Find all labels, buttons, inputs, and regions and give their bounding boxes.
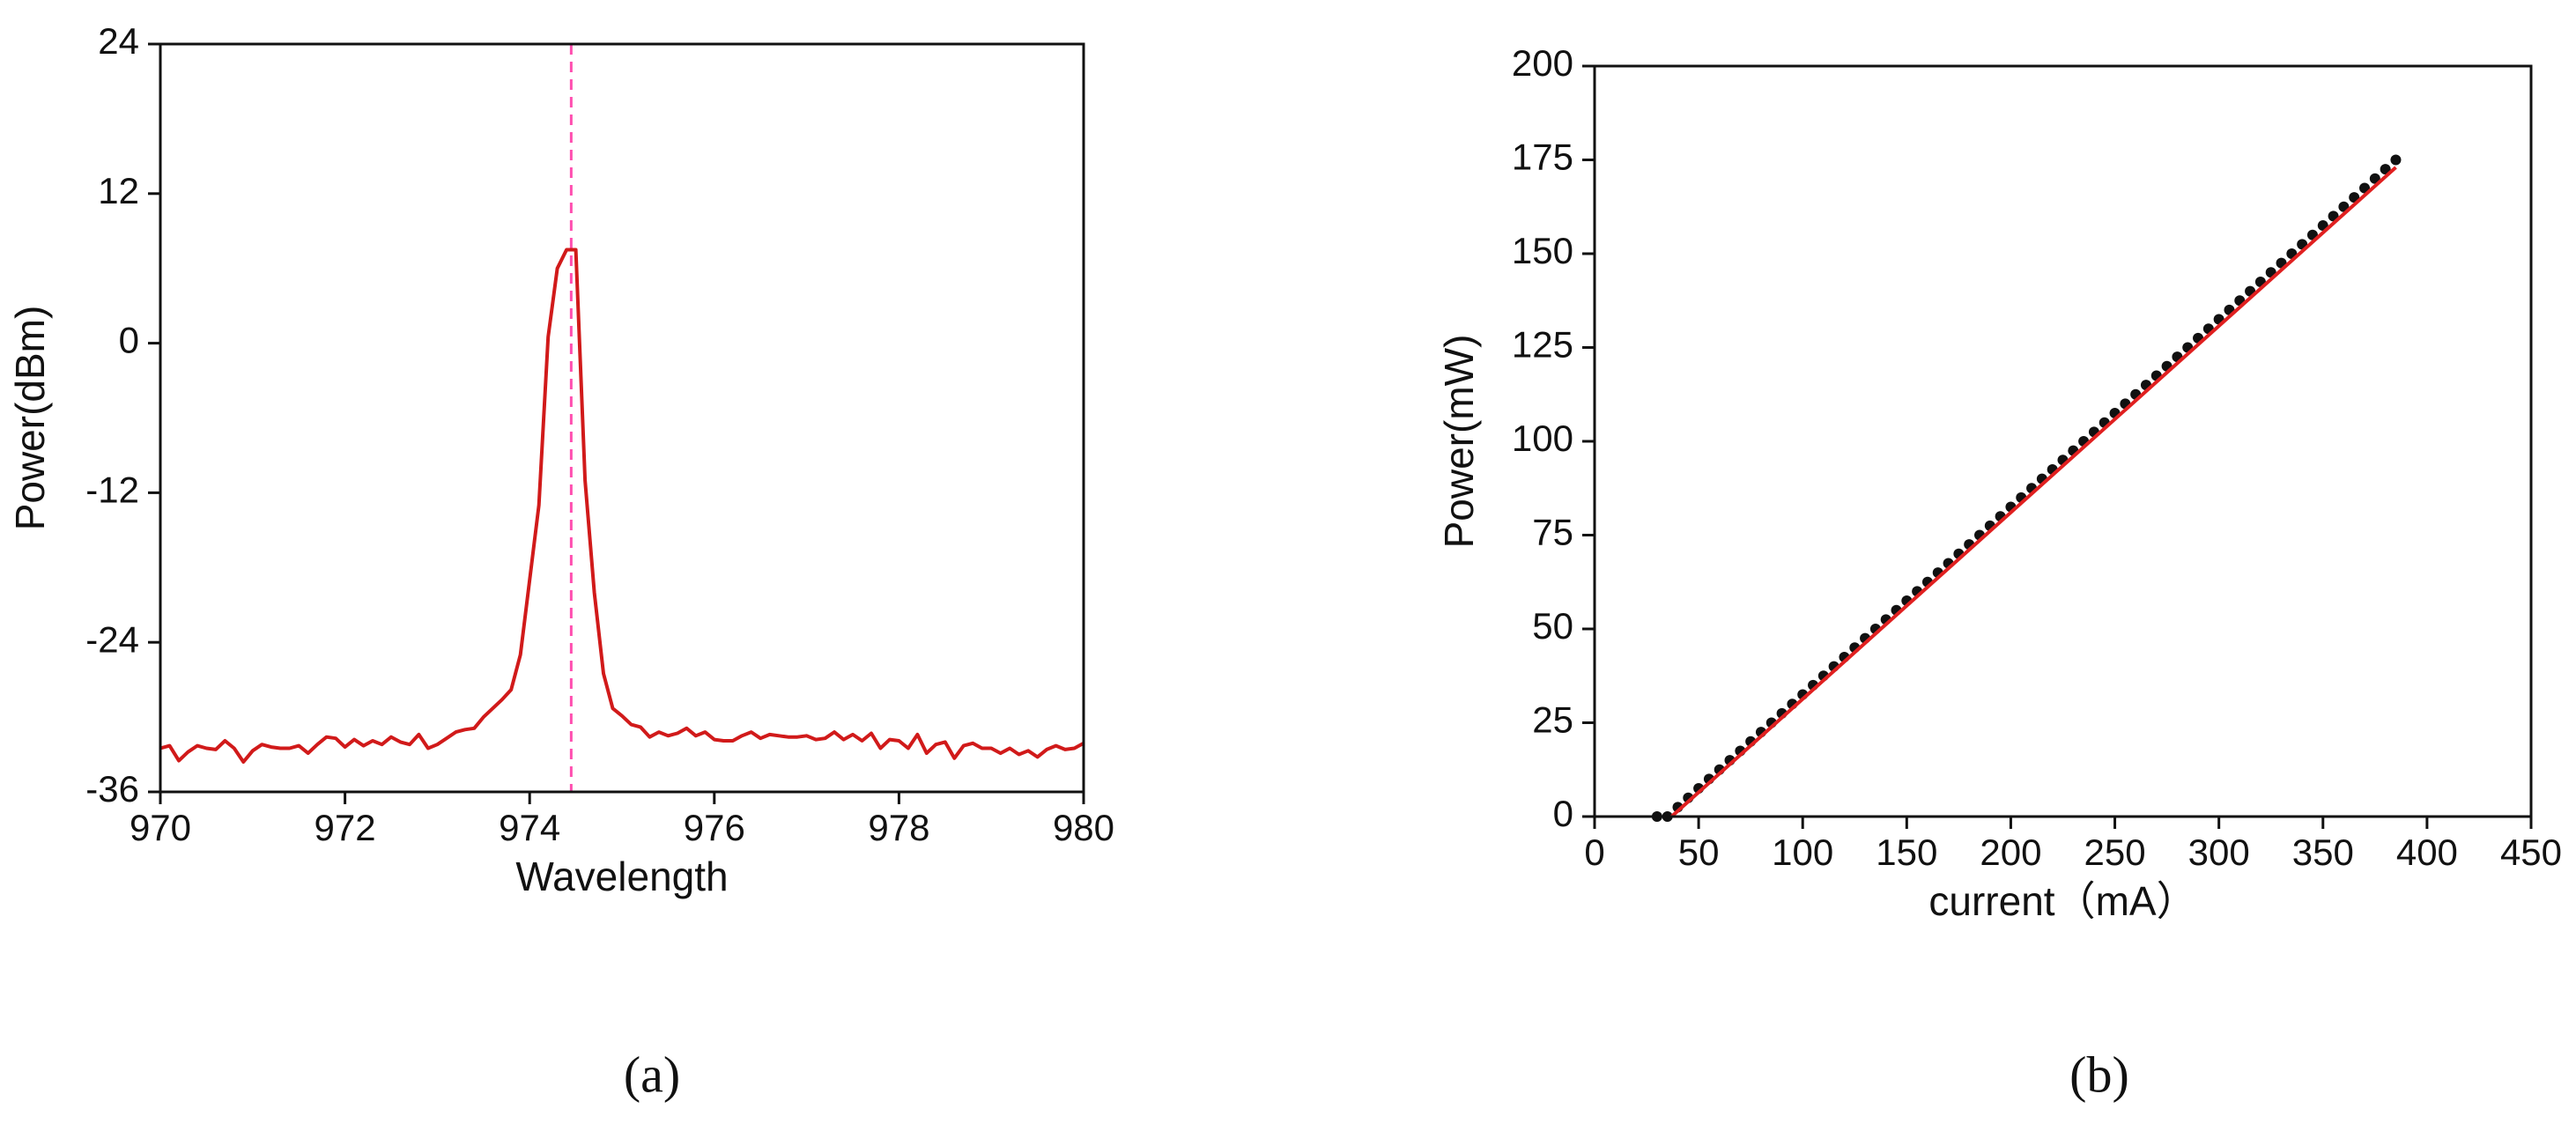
y-tick-label: 0 — [1553, 793, 1573, 834]
data-point — [2390, 154, 2402, 166]
y-tick-label: 75 — [1532, 512, 1573, 553]
x-tick-label: 50 — [1678, 832, 1720, 873]
y-tick-label: 175 — [1512, 137, 1573, 178]
x-tick-label: 100 — [1772, 832, 1833, 873]
x-tick-label: 400 — [2396, 832, 2458, 873]
y-tick-label: 25 — [1532, 699, 1573, 741]
x-tick-label: 350 — [2292, 832, 2354, 873]
x-tick-label: 150 — [1876, 832, 1937, 873]
y-tick-label: 0 — [119, 320, 139, 361]
y-tick-label: -12 — [85, 469, 139, 510]
data-line — [1670, 166, 2397, 818]
x-tick-label: 0 — [1584, 832, 1604, 873]
y-axis-title: Power(dBm) — [7, 306, 53, 531]
data-point — [2380, 164, 2391, 175]
y-tick-label: 100 — [1512, 418, 1573, 459]
x-tick-label: 300 — [2188, 832, 2250, 873]
x-tick-label: 974 — [499, 807, 560, 848]
y-tick-label: 200 — [1512, 42, 1573, 84]
y-axis-title: Power(mW) — [1436, 335, 1482, 549]
chart: 970 972 974 976 978 980 -36 -24 -12 0 12 24 Waveleng… — [7, 20, 1114, 1103]
data-line — [159, 248, 1084, 764]
caption: (b) — [2069, 1046, 2129, 1103]
chart: 0 50 100 150 200 250 300 350 400 450 0 25 50 75 100 125… — [1436, 42, 2562, 1103]
y-tick-label: 24 — [98, 20, 139, 62]
plot-frame — [159, 42, 1085, 794]
y-tick-label: 125 — [1512, 324, 1573, 366]
y-tick-label: 12 — [98, 170, 139, 211]
x-tick-label: 978 — [868, 807, 929, 848]
x-tick-label: 970 — [130, 807, 191, 848]
y-tick-label: 150 — [1512, 230, 1573, 271]
y-tick-label: -24 — [85, 618, 139, 660]
x-tick-label: 250 — [2084, 832, 2146, 873]
y-tick-label: 50 — [1532, 605, 1573, 647]
x-axis-title: Wavelength — [515, 854, 728, 899]
x-tick-label: 200 — [1980, 832, 2041, 873]
caption: (a) — [624, 1046, 680, 1103]
data-point — [2369, 173, 2380, 184]
x-axis-title: current（mA） — [1928, 878, 2196, 924]
x-tick-label: 980 — [1053, 807, 1114, 848]
x-tick-label: 972 — [315, 807, 376, 848]
plot-frame — [1593, 64, 2533, 818]
x-tick-label: 976 — [684, 807, 745, 848]
y-tick-label: -36 — [85, 768, 139, 809]
x-tick-label: 450 — [2500, 832, 2562, 873]
